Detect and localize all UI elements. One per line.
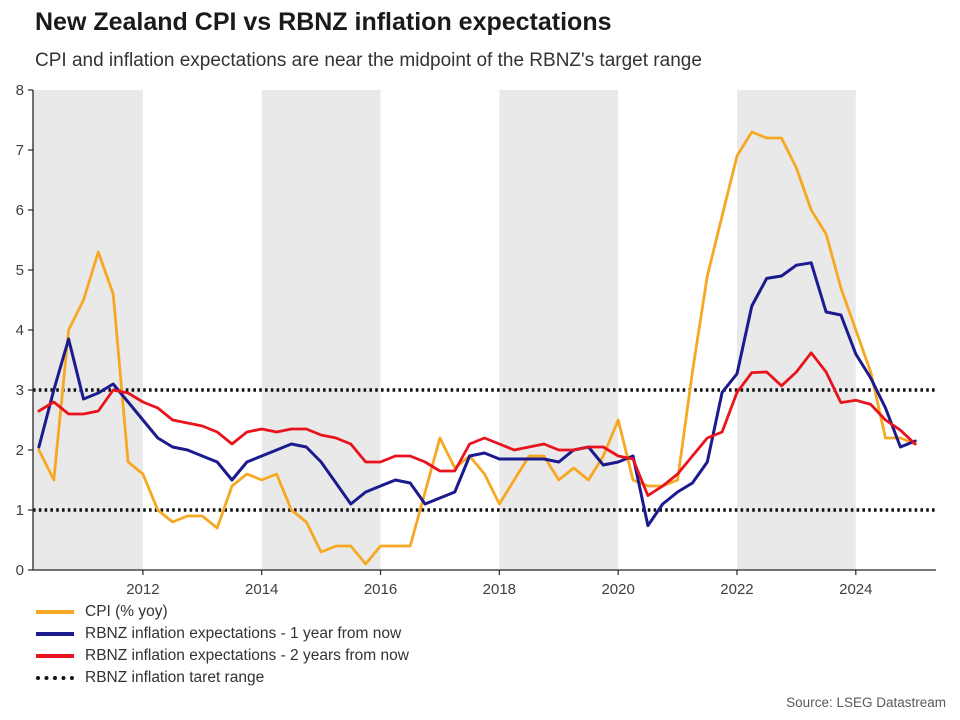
series-line-rbnz-1y: [37, 261, 917, 528]
legend-swatch-rbnz-2y: [36, 654, 74, 658]
chart-title: New Zealand CPI vs RBNZ inflation expect…: [35, 8, 612, 36]
y-tick-label: 5: [16, 262, 24, 279]
y-tick-label: 3: [16, 382, 24, 399]
y-tick-label: 4: [16, 322, 24, 339]
x-tick-label: 2020: [601, 581, 634, 598]
chart-legend: CPI (% yoy) RBNZ inflation expectations -…: [36, 601, 409, 689]
chart-subtitle: CPI and inflation expectations are near …: [35, 50, 702, 71]
legend-item-cpi: CPI (% yoy): [36, 601, 409, 623]
shaded-band: [499, 90, 619, 570]
x-tick-label: 2016: [364, 581, 397, 598]
y-tick-label: 0: [16, 562, 24, 579]
legend-label: CPI (% yoy): [85, 603, 168, 620]
legend-item-target-range: RBNZ inflation taret range: [36, 667, 409, 689]
x-tick-label: 2014: [245, 581, 278, 598]
x-tick-label: 2012: [126, 581, 159, 598]
y-tick-label: 8: [16, 85, 24, 99]
legend-label: RBNZ inflation expectations - 1 year fro…: [85, 625, 402, 642]
shaded-band: [737, 90, 856, 570]
legend-swatch-cpi: [36, 610, 74, 614]
y-tick-label: 1: [16, 502, 24, 519]
legend-swatch-target-range: [36, 676, 74, 680]
legend-item-rbnz-2y: RBNZ inflation expectations - 2 years fr…: [36, 645, 409, 667]
legend-label: RBNZ inflation expectations - 2 years fr…: [85, 647, 409, 664]
legend-item-rbnz-1y: RBNZ inflation expectations - 1 year fro…: [36, 623, 409, 645]
x-tick-label: 2024: [839, 581, 872, 598]
series-line-cpi: [37, 130, 917, 566]
x-tick-label: 2022: [720, 581, 753, 598]
x-tick-label: 2018: [483, 581, 516, 598]
y-tick-label: 2: [16, 442, 24, 459]
line-chart-plot: 0 1 2 3 4 5 6 7 8 2012 2014 2016 2018 2020 2022 2024: [16, 85, 936, 598]
legend-label: RBNZ inflation taret range: [85, 669, 265, 686]
y-tick-label: 7: [16, 142, 24, 159]
y-tick-label: 6: [16, 202, 24, 219]
legend-swatch-rbnz-1y: [36, 632, 74, 636]
series-line-rbnz-2y: [37, 351, 917, 498]
shaded-band: [261, 90, 381, 570]
source-credit: Source: LSEG Datastream: [786, 695, 946, 710]
shaded-band: [33, 90, 143, 570]
